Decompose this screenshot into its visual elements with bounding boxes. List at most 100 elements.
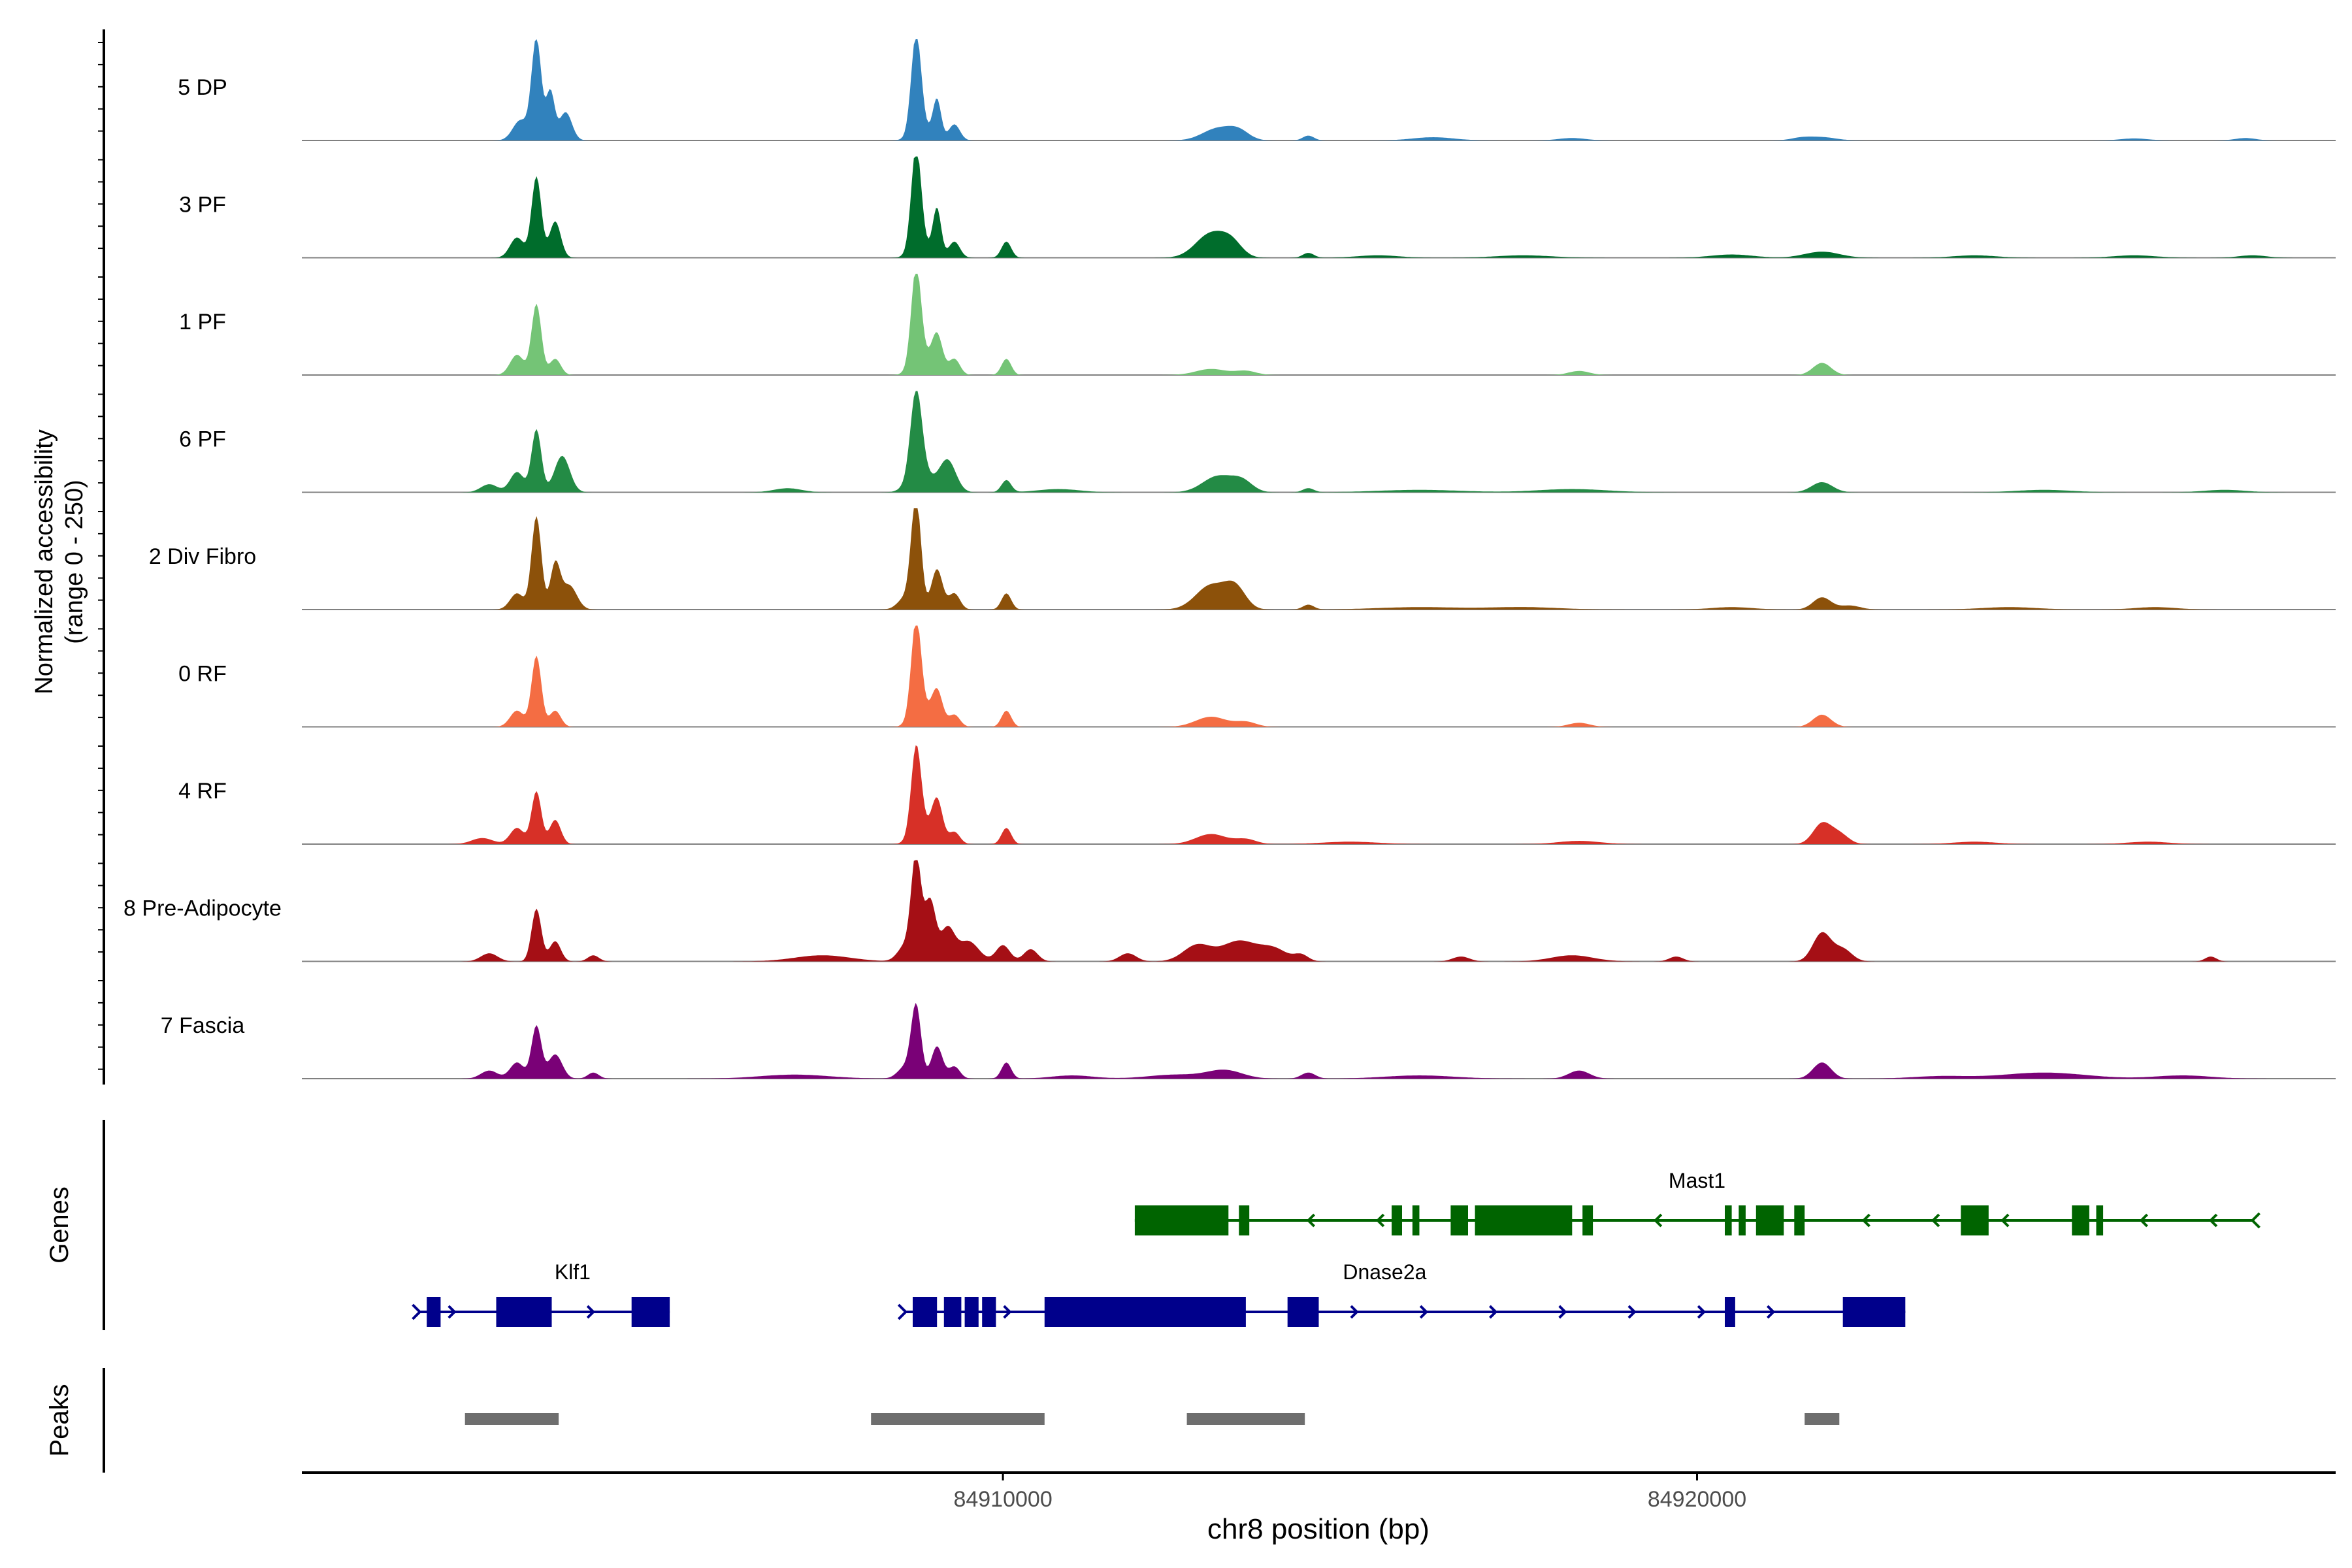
coverage-area-5-dp bbox=[302, 39, 2336, 140]
track-2-div-fibro: 2 Div Fibro bbox=[149, 508, 2336, 610]
gene-models: Mast1 Klf1 Dnase2a bbox=[412, 1169, 2261, 1327]
strand-arrow bbox=[1653, 1213, 1663, 1228]
gene-label-mast1: Mast1 bbox=[1669, 1169, 1725, 1192]
strand-arrow bbox=[1419, 1305, 1429, 1319]
peak-region bbox=[465, 1413, 559, 1425]
strand-arrow bbox=[1861, 1213, 1870, 1228]
strand-arrow bbox=[2001, 1213, 2010, 1228]
coverage-area-6-pf bbox=[302, 391, 2336, 493]
track-label-5-dp: 5 DP bbox=[178, 75, 227, 100]
exon bbox=[913, 1297, 938, 1327]
coverage-area-0-rf bbox=[302, 625, 2336, 727]
coverage-tracks: 5 DP 3 PF 1 PF 6 PF 2 Div Fibro 0 RF 4 RF 8 Pre… bbox=[123, 39, 2336, 1079]
exon bbox=[1725, 1205, 1732, 1235]
track-label-0-rf: 0 RF bbox=[178, 662, 227, 687]
exon bbox=[1412, 1205, 1420, 1235]
gene-klf1: Klf1 bbox=[412, 1260, 670, 1327]
track-8-pre-adipocyte: 8 Pre-Adipocyte bbox=[123, 860, 2336, 962]
peak-regions bbox=[465, 1413, 1840, 1425]
exon bbox=[1475, 1205, 1573, 1235]
coverage-area-4-rf bbox=[302, 745, 2336, 844]
peak-region bbox=[871, 1413, 1045, 1425]
x-axis-ticks: 84910000 84920000 bbox=[953, 1473, 1746, 1512]
exon bbox=[1450, 1205, 1468, 1235]
exon bbox=[1842, 1297, 1906, 1327]
strand-arrow bbox=[1558, 1305, 1567, 1319]
coverage-area-3-pf bbox=[302, 156, 2336, 258]
track-4-rf: 4 RF bbox=[178, 745, 2336, 845]
exon bbox=[943, 1297, 962, 1327]
strand-arrow bbox=[448, 1305, 457, 1319]
exon bbox=[1287, 1297, 1319, 1327]
coverage-area-8-pre-adipocyte bbox=[302, 860, 2336, 962]
genes-panel-label: Genes bbox=[45, 1186, 74, 1264]
peak-region bbox=[1186, 1413, 1305, 1425]
coverage-area-7-fascia bbox=[302, 1003, 2336, 1079]
coverage-area-2-div-fibro bbox=[302, 508, 2336, 610]
gene-end-arrow bbox=[412, 1303, 422, 1320]
track-label-1-pf: 1 PF bbox=[179, 310, 226, 335]
strand-arrow bbox=[1306, 1213, 1316, 1228]
exon bbox=[1794, 1205, 1805, 1235]
track-5-dp: 5 DP bbox=[178, 39, 2336, 141]
exon bbox=[1134, 1205, 1229, 1235]
exon bbox=[1582, 1205, 1593, 1235]
track-label-7-fascia: 7 Fascia bbox=[161, 1013, 245, 1038]
peaks-panel: Peaks bbox=[45, 1368, 1840, 1473]
track-label-4-rf: 4 RF bbox=[178, 779, 227, 804]
y-axis-label: Normalized accessibility bbox=[31, 429, 58, 694]
strand-arrow bbox=[1766, 1305, 1776, 1319]
gene-end-arrow bbox=[897, 1303, 908, 1320]
track-7-fascia: 7 Fascia bbox=[161, 1003, 2336, 1079]
track-6-pf: 6 PF bbox=[179, 391, 2336, 493]
genes-panel: Genes Mast1 Klf1 Dnase2a bbox=[45, 1120, 2261, 1330]
exon bbox=[964, 1297, 979, 1327]
strand-arrow bbox=[1003, 1305, 1012, 1319]
exon bbox=[631, 1297, 670, 1327]
track-label-2-div-fibro: 2 Div Fibro bbox=[149, 544, 256, 569]
x-axis: 84910000 84920000 chr8 position (bp) bbox=[302, 1471, 2336, 1545]
strand-arrow bbox=[1375, 1213, 1385, 1228]
gene-label-klf1: Klf1 bbox=[555, 1260, 591, 1284]
exon bbox=[1239, 1205, 1250, 1235]
exon bbox=[1961, 1205, 1989, 1235]
y-axis-label-range: (range 0 - 250) bbox=[61, 480, 88, 644]
strand-arrow bbox=[1697, 1305, 1707, 1319]
y-axis-ticks bbox=[98, 42, 104, 1070]
strand-arrow bbox=[2139, 1213, 2148, 1228]
strand-arrow bbox=[2208, 1213, 2218, 1228]
strand-arrow bbox=[1931, 1213, 1940, 1228]
gene-mast1: Mast1 bbox=[1134, 1169, 2261, 1235]
strand-arrow bbox=[1488, 1305, 1498, 1319]
strand-arrow bbox=[586, 1305, 596, 1319]
exon bbox=[427, 1297, 441, 1327]
y-axis: Normalized accessibility (range 0 - 250) bbox=[31, 29, 105, 1085]
exon bbox=[1725, 1297, 1735, 1327]
exon bbox=[1739, 1205, 1746, 1235]
track-3-pf: 3 PF bbox=[179, 156, 2336, 259]
peak-region bbox=[1805, 1413, 1840, 1425]
x-axis-label: chr8 position (bp) bbox=[1207, 1513, 1429, 1545]
exon bbox=[496, 1297, 552, 1327]
x-tick-label: 84910000 bbox=[953, 1487, 1052, 1512]
track-1-pf: 1 PF bbox=[179, 274, 2336, 376]
exon bbox=[1392, 1205, 1402, 1235]
track-label-8-pre-adipocyte: 8 Pre-Adipocyte bbox=[123, 896, 282, 921]
track-label-3-pf: 3 PF bbox=[179, 193, 226, 218]
exon bbox=[1044, 1297, 1246, 1327]
track-0-rf: 0 RF bbox=[178, 625, 2336, 728]
exon bbox=[2072, 1205, 2089, 1235]
gene-dnase2a: Dnase2a bbox=[897, 1260, 1906, 1327]
gene-end-arrow bbox=[2250, 1212, 2261, 1229]
peaks-panel-label: Peaks bbox=[45, 1384, 74, 1456]
strand-arrow bbox=[1350, 1305, 1359, 1319]
gene-label-dnase2a: Dnase2a bbox=[1343, 1260, 1426, 1284]
coverage-area-1-pf bbox=[302, 274, 2336, 375]
strand-arrow bbox=[1627, 1305, 1637, 1319]
exon bbox=[1756, 1205, 1784, 1235]
track-label-6-pf: 6 PF bbox=[179, 427, 226, 452]
exon bbox=[982, 1297, 996, 1327]
exon bbox=[2096, 1205, 2104, 1235]
x-tick-label: 84920000 bbox=[1648, 1487, 1746, 1512]
